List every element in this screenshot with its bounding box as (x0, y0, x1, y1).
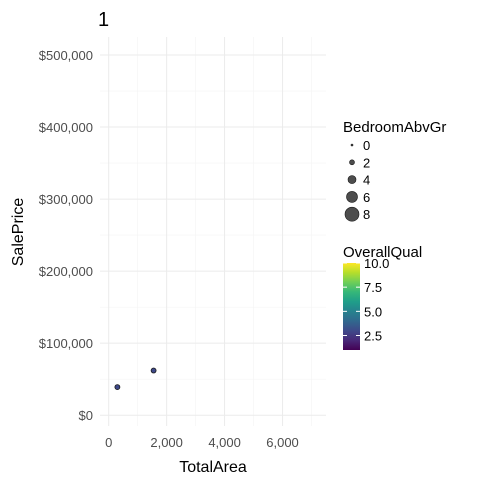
x-tick-label: 2,000 (150, 435, 183, 450)
y-axis-title: SalePrice (10, 198, 27, 267)
size-legend-key (349, 159, 355, 166)
minor-gridlines (100, 37, 326, 426)
y-tick-label: $300,000 (39, 192, 93, 207)
y-tick-label: $500,000 (39, 48, 93, 63)
size-legend-key (350, 143, 354, 147)
color-legend-label: 7.5 (364, 280, 382, 295)
size-legend-key (346, 191, 358, 203)
x-tick-label: 6,000 (266, 435, 299, 450)
size-legend-label: 4 (363, 173, 370, 188)
x-axis-ticks: 0 2,000 4,000 6,000 (105, 435, 299, 450)
y-tick-label: $200,000 (39, 264, 93, 279)
size-legend-items: 0 2 4 6 8 (344, 138, 370, 222)
y-axis-ticks: $0 $100,000 $200,000 $300,000 $400,000 $500,0… (39, 48, 93, 423)
size-legend-key (344, 206, 360, 222)
x-tick-label: 4,000 (208, 435, 241, 450)
color-legend-label: 10.0 (364, 256, 389, 271)
x-axis-title: TotalArea (179, 459, 247, 476)
color-legend: OverallQual 2.5 5.0 7.5 10.0 (343, 244, 422, 350)
size-legend-label: 2 (363, 155, 370, 170)
color-legend-title: OverallQual (343, 244, 422, 261)
scatter-point (150, 367, 157, 374)
chart-title: 1 (98, 9, 109, 31)
y-tick-label: $0 (79, 408, 93, 423)
x-tick-label: 0 (105, 435, 112, 450)
major-gridlines (100, 37, 326, 426)
size-legend: BedroomAbvGr 0 2 4 6 8 (343, 119, 446, 222)
size-legend-key (347, 175, 357, 184)
size-legend-title: BedroomAbvGr (343, 119, 446, 136)
data-points (114, 367, 157, 391)
y-tick-label: $100,000 (39, 336, 93, 351)
size-legend-label: 8 (363, 207, 370, 222)
y-tick-label: $400,000 (39, 120, 93, 135)
size-legend-label: 6 (363, 190, 370, 205)
scatter-point (114, 384, 121, 391)
color-legend-label: 5.0 (364, 304, 382, 319)
color-legend-label: 2.5 (364, 329, 382, 344)
color-bar (343, 263, 360, 350)
color-legend-ticks: 2.5 5.0 7.5 10.0 (343, 256, 389, 344)
size-legend-label: 0 (363, 138, 370, 153)
